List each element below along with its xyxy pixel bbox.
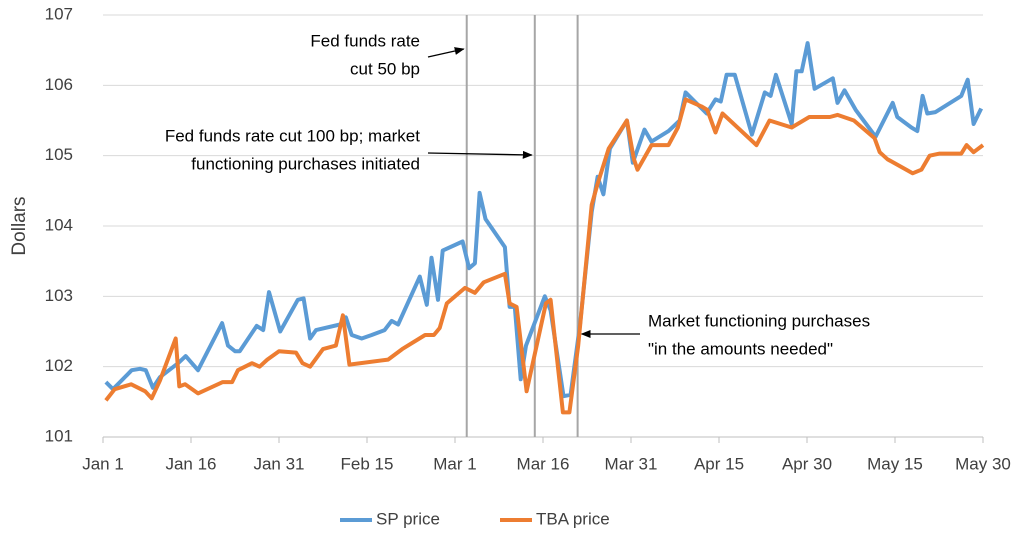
x-tick-label: Apr 15 xyxy=(694,454,744,473)
legend-label: SP price xyxy=(376,509,440,528)
x-tick-label: Mar 1 xyxy=(433,454,476,473)
x-tick-label: Apr 30 xyxy=(782,454,832,473)
y-tick-label: 102 xyxy=(45,356,73,375)
y-tick-label: 106 xyxy=(45,75,73,94)
y-tick-label: 104 xyxy=(45,215,73,234)
annotation-text: Fed funds rate xyxy=(310,31,420,50)
y-axis-label: Dollars xyxy=(9,196,30,255)
x-tick-label: May 30 xyxy=(955,454,1011,473)
y-tick-label: 101 xyxy=(45,426,73,445)
y-tick-label: 107 xyxy=(45,4,73,23)
x-tick-label: Jan 16 xyxy=(165,454,216,473)
x-tick-label: Mar 16 xyxy=(517,454,570,473)
x-tick-label: Mar 31 xyxy=(605,454,658,473)
annotation-text: "in the amounts needed" xyxy=(648,339,833,358)
annotation-text: cut 50 bp xyxy=(350,59,420,78)
series-line xyxy=(104,41,983,399)
annotation-text: functioning purchases initiated xyxy=(191,154,420,173)
series-line xyxy=(104,97,985,415)
annotation-text: Market functioning purchases xyxy=(648,311,870,330)
annotation-text: Fed funds rate cut 100 bp; market xyxy=(165,126,420,145)
y-tick-label: 105 xyxy=(45,145,73,164)
annotation-arrow xyxy=(427,150,533,159)
y-tick-label: 103 xyxy=(45,286,73,305)
annotation-arrow xyxy=(427,47,465,58)
x-tick-label: Feb 15 xyxy=(341,454,394,473)
x-tick-label: Jan 1 xyxy=(82,454,124,473)
legend-label: TBA price xyxy=(536,509,610,528)
x-tick-label: Jan 31 xyxy=(253,454,304,473)
x-tick-label: May 15 xyxy=(867,454,923,473)
